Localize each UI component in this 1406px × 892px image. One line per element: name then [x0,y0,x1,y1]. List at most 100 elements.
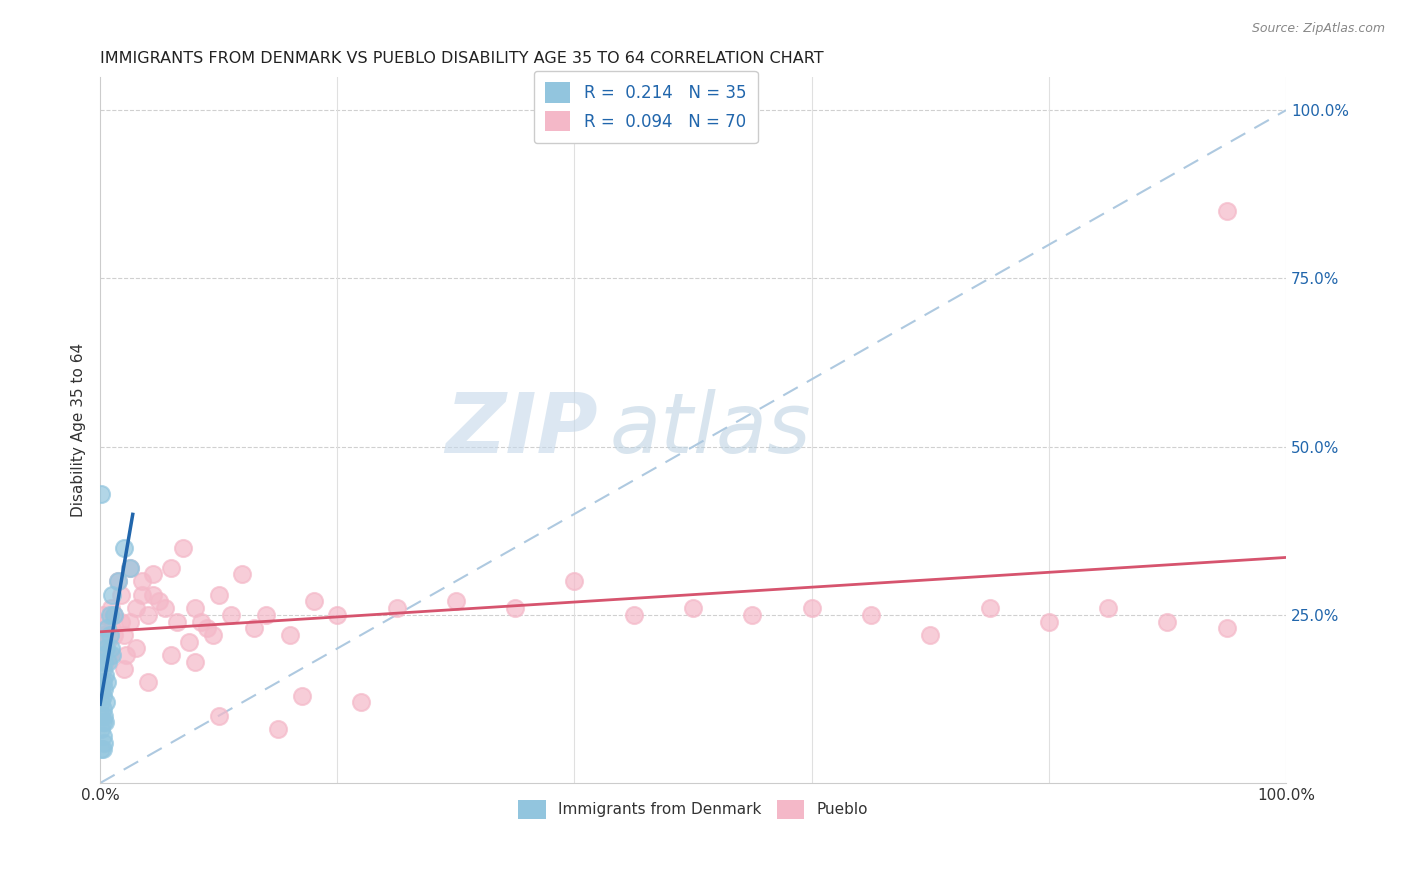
Point [94,615,117,629]
Point [112,541,135,555]
Point [98,648,121,663]
Point [160,560,183,574]
Point [96,675,118,690]
Point [91,689,114,703]
Point [1215,621,1237,635]
Text: IMMIGRANTS FROM DENMARK VS PUEBLO DISABILITY AGE 35 TO 64 CORRELATION CHART: IMMIGRANTS FROM DENMARK VS PUEBLO DISABI… [100,51,824,66]
Point [90,641,112,656]
Point [103,607,125,622]
Point [1156,615,1178,629]
Point [90,723,112,737]
Point [564,574,586,589]
Point [172,541,194,555]
Point [148,594,170,608]
Point [93,655,115,669]
Point [302,594,325,608]
Point [118,560,141,574]
Point [115,648,138,663]
Point [112,662,135,676]
Point [800,601,823,615]
Point [243,621,266,635]
Point [142,567,165,582]
Point [160,648,183,663]
Point [741,607,763,622]
Point [91,607,114,622]
Point [98,607,121,622]
Point [118,615,141,629]
Point [444,594,467,608]
Point [93,681,115,696]
Point [110,615,132,629]
Text: ZIP: ZIP [446,389,598,470]
Point [97,655,120,669]
Point [254,607,277,622]
Point [94,655,117,669]
Point [190,615,212,629]
Point [94,628,117,642]
Point [90,742,112,756]
Point [100,641,122,656]
Point [91,662,114,676]
Point [136,675,159,690]
Point [118,560,141,574]
Point [155,601,177,615]
Point [326,607,349,622]
Point [1097,601,1119,615]
Point [93,708,115,723]
Point [90,708,112,723]
Point [231,567,253,582]
Point [195,621,218,635]
Point [267,723,290,737]
Point [94,695,117,709]
Point [859,607,882,622]
Point [142,588,165,602]
Point [208,708,231,723]
Point [91,715,114,730]
Point [93,736,115,750]
Point [96,621,118,635]
Point [94,668,117,682]
Point [979,601,1001,615]
Point [110,588,132,602]
Text: atlas: atlas [610,389,811,470]
Point [96,634,118,648]
Point [103,628,125,642]
Text: Source: ZipAtlas.com: Source: ZipAtlas.com [1251,22,1385,36]
Point [98,628,121,642]
Y-axis label: Disability Age 35 to 64: Disability Age 35 to 64 [72,343,86,516]
Point [201,628,224,642]
Point [93,628,115,642]
Point [91,729,114,743]
Point [166,615,188,629]
Point [103,607,125,622]
Point [125,641,148,656]
Point [350,695,373,709]
Point [90,487,112,501]
Point [91,702,114,716]
Point [90,695,112,709]
Point [1038,615,1060,629]
Point [177,634,200,648]
Point [184,655,207,669]
Point [131,574,153,589]
Point [97,648,120,663]
Legend: Immigrants from Denmark, Pueblo: Immigrants from Denmark, Pueblo [512,794,875,825]
Point [112,628,135,642]
Point [91,675,114,690]
Point [291,689,314,703]
Point [278,628,301,642]
Point [101,621,124,635]
Point [503,601,526,615]
Point [125,601,148,615]
Point [184,601,207,615]
Point [385,601,408,615]
Point [107,574,129,589]
Point [101,588,124,602]
Point [682,601,704,615]
Point [107,574,129,589]
Point [98,628,121,642]
Point [90,681,112,696]
Point [100,601,122,615]
Point [208,588,231,602]
Point [101,648,124,663]
